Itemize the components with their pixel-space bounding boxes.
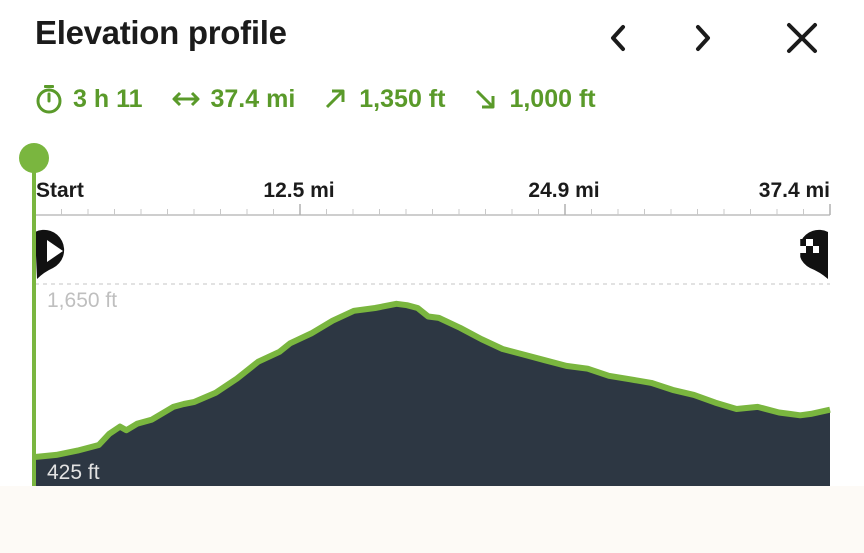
duration-value: 3 h 11 <box>73 84 143 113</box>
x-tick-label-start: Start <box>36 179 84 202</box>
next-button[interactable] <box>683 18 723 58</box>
close-button[interactable] <box>782 18 822 58</box>
checkered-flag-icon <box>798 229 828 279</box>
distance-arrows-icon <box>172 91 199 107</box>
previous-button[interactable] <box>598 18 638 58</box>
close-icon <box>787 23 817 53</box>
bottom-panel <box>0 486 864 553</box>
arrow-up-right-icon <box>326 89 345 109</box>
arrow-down-right-icon <box>476 89 495 109</box>
x-tick-label-12-5-mi: 12.5 mi <box>263 179 334 202</box>
distance-stat: 37.4 mi <box>171 84 296 114</box>
descent-value: 1,000 ft <box>509 84 596 113</box>
route-stats: 3 h 11 37.4 mi 1,350 ft 1,000 ft <box>35 82 624 116</box>
distance-value: 37.4 mi <box>210 84 296 113</box>
elevation-chart[interactable]: Start 12.5 mi 24.9 mi 37.4 mi 1,650 ft 4… <box>0 0 864 490</box>
descent-stat: 1,000 ft <box>473 84 596 114</box>
stopwatch-icon <box>36 85 62 114</box>
chevron-right-icon <box>696 25 710 51</box>
start-marker[interactable] <box>35 229 65 279</box>
y-tick-label-min: 425 ft <box>47 461 100 484</box>
elevation-area <box>35 303 830 486</box>
y-tick-label-max: 1,650 ft <box>47 289 117 312</box>
x-tick-label-37-4-mi: 37.4 mi <box>759 179 830 202</box>
x-tick-label-24-9-mi: 24.9 mi <box>528 179 599 202</box>
finish-marker[interactable] <box>797 229 828 279</box>
duration-stat: 3 h 11 <box>35 84 143 114</box>
elevation-line <box>34 300 831 460</box>
chevron-left-icon <box>611 25 625 51</box>
ascent-stat: 1,350 ft <box>323 85 445 114</box>
position-cursor-handle[interactable] <box>19 143 49 173</box>
page-title: Elevation profile <box>35 14 287 51</box>
distance-axis-minor-ticks <box>34 209 831 215</box>
ascent-value: 1,350 ft <box>359 84 446 113</box>
